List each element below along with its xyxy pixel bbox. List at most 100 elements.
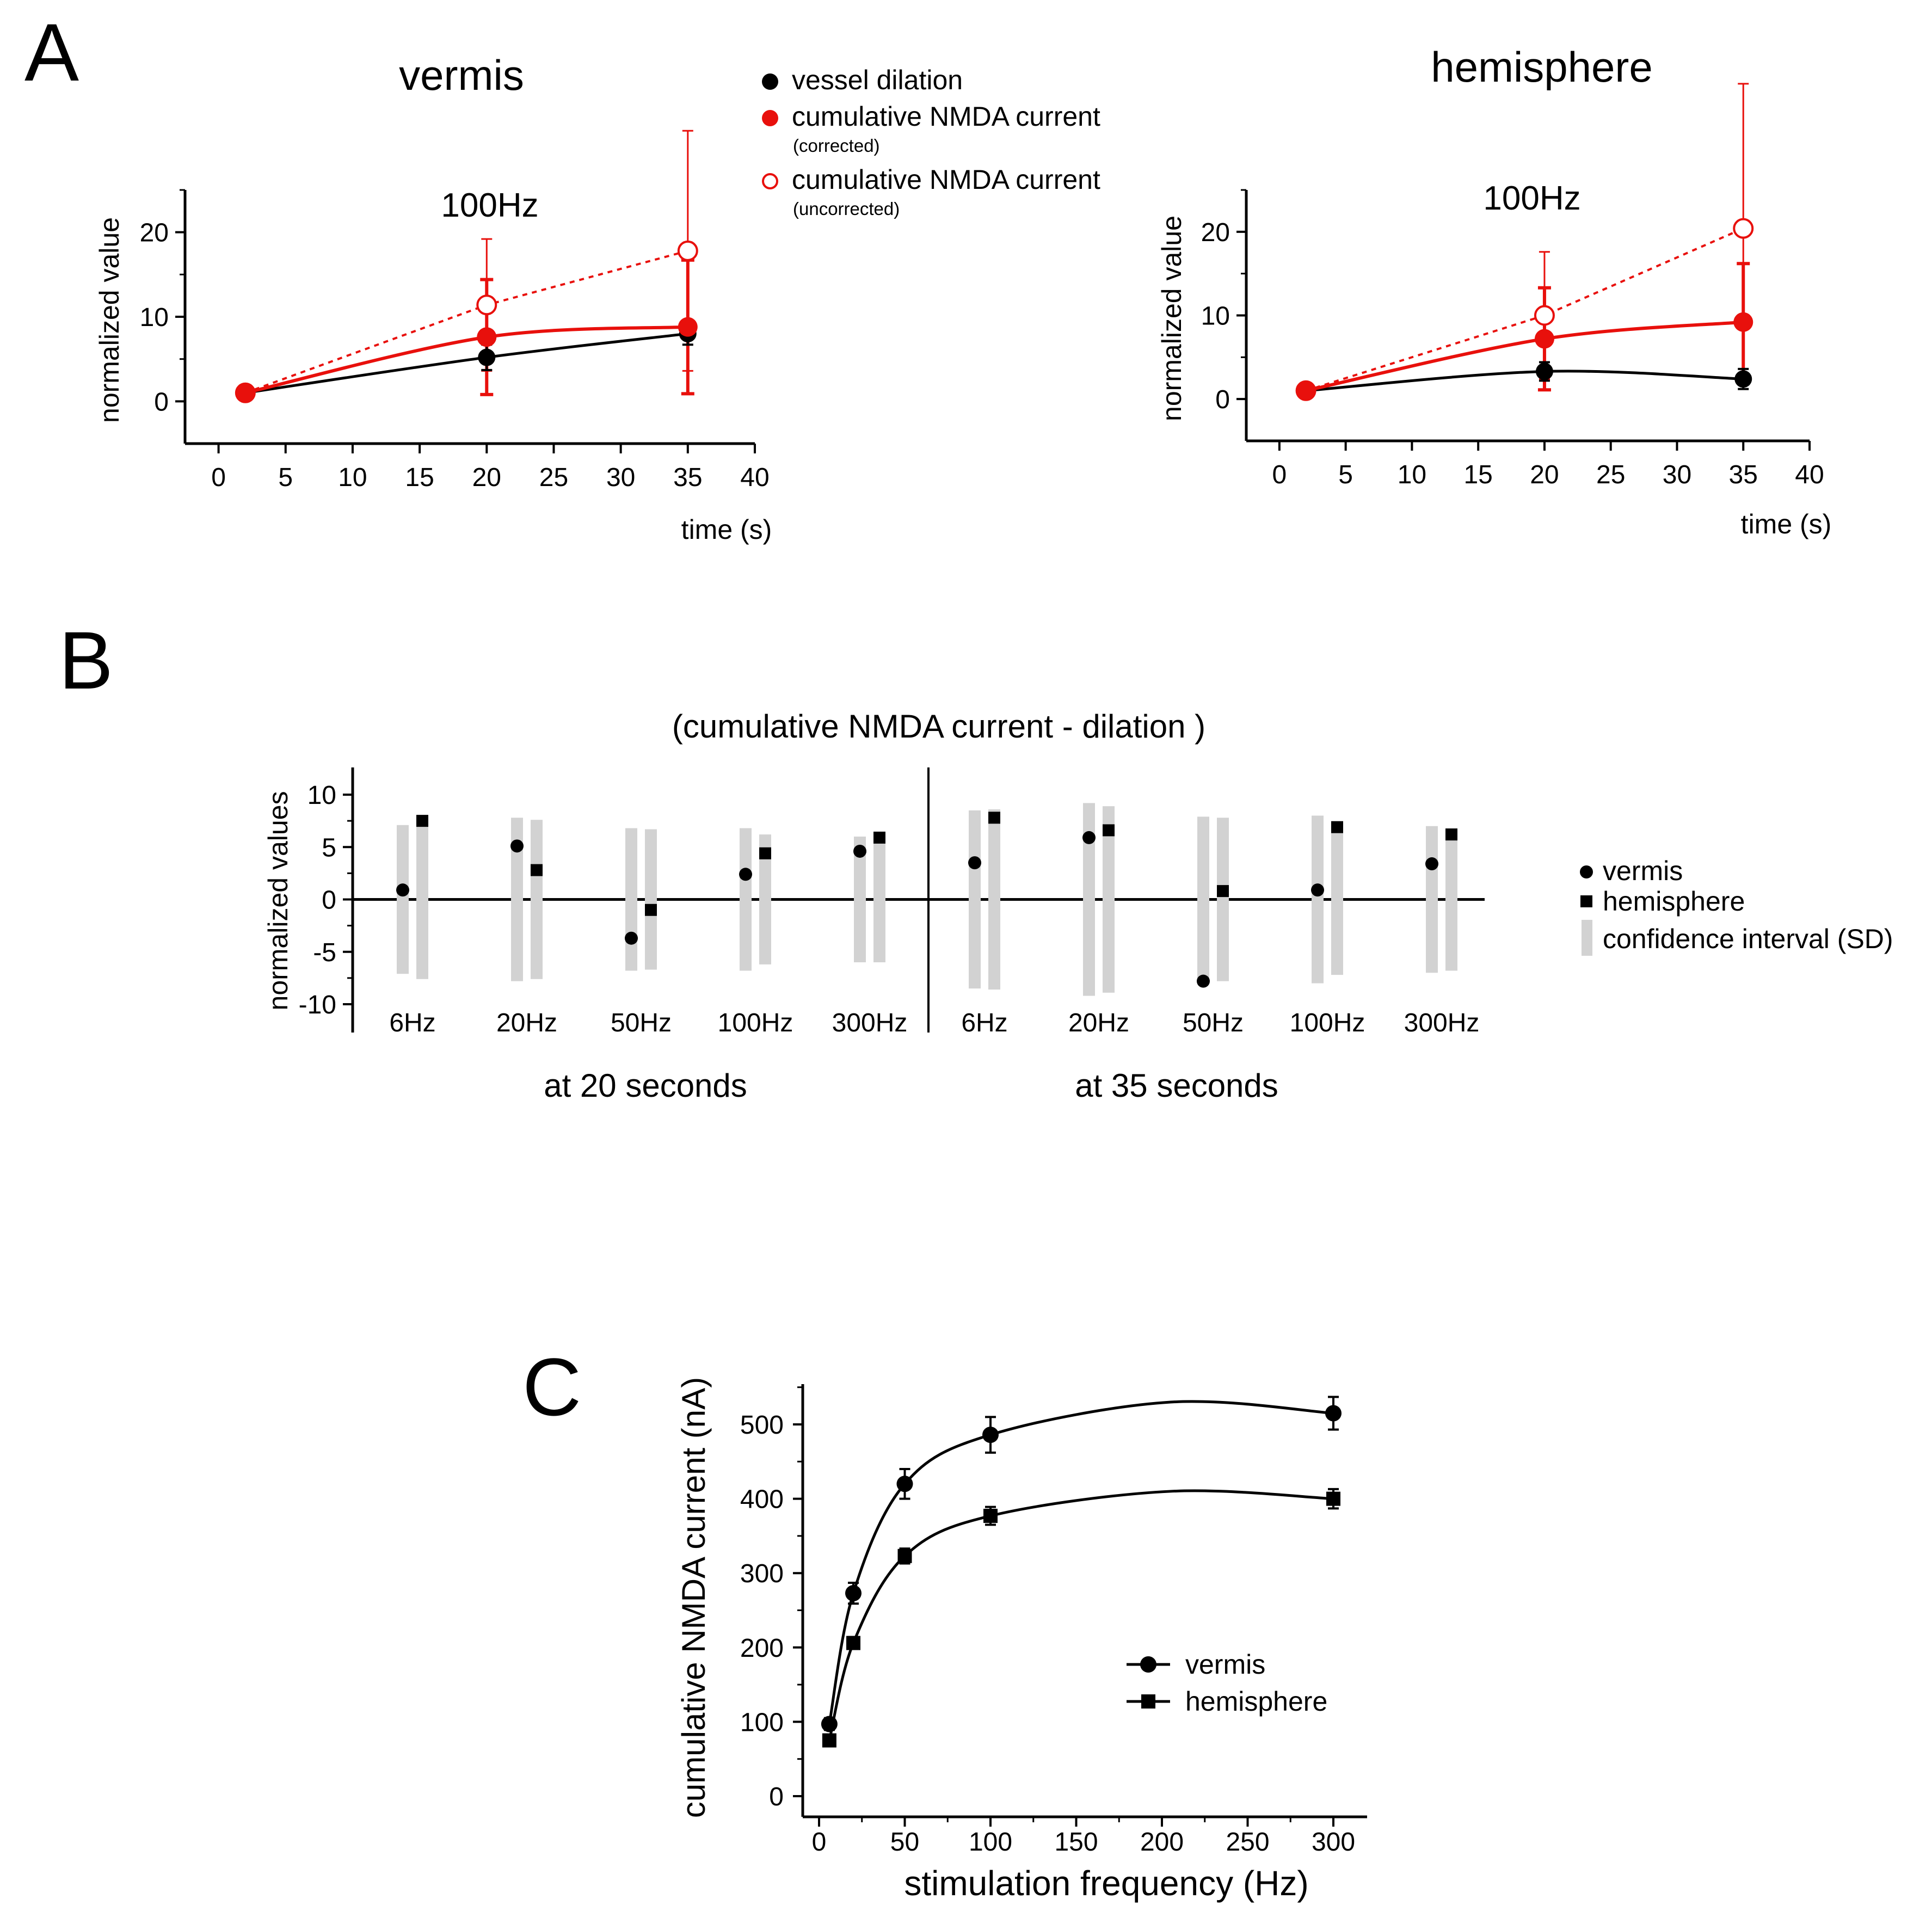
chart-title: hemisphere <box>1431 43 1653 91</box>
y-tick-label: 10 <box>140 303 169 332</box>
vermis-point <box>1082 831 1096 844</box>
hemisphere-ci-bar <box>988 809 1000 990</box>
legend-marker-vermis <box>1140 1656 1156 1673</box>
x-tick-label: 100 <box>969 1828 1012 1857</box>
vermis-point <box>853 844 866 858</box>
hemisphere-ci-bar <box>645 829 657 970</box>
corrected-series-line <box>1305 320 1744 392</box>
x-tick-label: 5 <box>278 463 293 492</box>
vermis-ci-bar <box>740 828 752 971</box>
category-label: 300Hz <box>1404 1009 1480 1037</box>
panel-b-chart: (cumulative NMDA current - dilation ) no… <box>263 708 1485 1104</box>
uncorrected-point <box>1534 305 1555 326</box>
vermis-ci-bar <box>1197 816 1209 982</box>
x-tick-label: 20 <box>472 463 501 492</box>
x-tick-label: 25 <box>1596 460 1625 489</box>
vermis-point <box>1197 974 1210 988</box>
vermis-point <box>1425 857 1438 871</box>
corrected-point <box>477 327 497 347</box>
hemisphere-point <box>1217 885 1229 898</box>
category-label: 100Hz <box>1290 1009 1365 1037</box>
category-label: 20Hz <box>496 1009 557 1037</box>
group-label-20s: at 20 seconds <box>544 1067 747 1104</box>
category-label: 300Hz <box>832 1009 908 1037</box>
vermis-ci-bar <box>969 810 981 989</box>
hemisphere-ci-bar <box>531 820 543 979</box>
hemisphere-point <box>416 815 428 827</box>
x-tick-label: 30 <box>1663 460 1691 489</box>
y-tick-label: 0 <box>154 388 169 416</box>
legend-marker-ci <box>1582 920 1592 956</box>
hemisphere-point <box>759 847 771 859</box>
uncorrected-series-line <box>245 249 688 394</box>
panel-letter-a: A <box>24 7 79 98</box>
legend-marker-uncorrected <box>762 173 778 189</box>
hemisphere-point <box>822 1733 836 1748</box>
legend-label-hemisphere: hemisphere <box>1603 886 1745 917</box>
legend-label-hemisphere: hemisphere <box>1185 1686 1327 1717</box>
y-tick-label: -10 <box>299 991 336 1019</box>
hemisphere-point <box>988 812 1000 824</box>
legend-label-dilation: vessel dilation <box>792 65 963 95</box>
legend-label-corrected: cumulative NMDA current <box>792 101 1100 132</box>
legend-panel-a: vessel dilation cumulative NMDA current … <box>762 65 1100 219</box>
uncorrected-point <box>677 240 698 261</box>
x-tick-label: 5 <box>1338 460 1353 489</box>
hemisphere-point <box>983 1509 998 1523</box>
hemisphere-point <box>1103 824 1115 837</box>
vermis-point <box>510 839 524 853</box>
hemisphere-ci-bar <box>873 837 885 962</box>
category-label: 6Hz <box>389 1009 435 1037</box>
x-tick-label: 0 <box>1272 460 1287 489</box>
y-tick-label: 400 <box>740 1485 784 1514</box>
vermis-ci-bar <box>1083 803 1095 996</box>
y-tick-label: 0 <box>1215 385 1230 414</box>
x-tick-label: 10 <box>338 463 367 492</box>
corrected-point <box>1733 312 1753 332</box>
y-axis-label: normalized values <box>263 791 293 1011</box>
x-tick-label: 15 <box>1463 460 1492 489</box>
chart-title: vermis <box>399 51 524 99</box>
x-tick-label: 0 <box>211 463 226 492</box>
hemisphere-ci-bar <box>1217 818 1229 981</box>
vermis-point <box>896 1476 913 1492</box>
legend-label-vermis: vermis <box>1185 1649 1265 1680</box>
hemisphere-ci-bar <box>416 820 428 979</box>
uncorrected-point <box>1733 218 1754 239</box>
corrected-point <box>1534 329 1554 349</box>
vermis-point <box>845 1585 862 1602</box>
y-tick-label: 20 <box>140 219 169 248</box>
panel-a-hemisphere-chart: hemisphere 100Hz normalized value time (… <box>1156 43 1831 539</box>
legend-panel-b: vermis hemisphere confidence interval (S… <box>1580 856 1893 956</box>
vermis-point <box>739 868 752 881</box>
x-tick-label: 40 <box>1795 460 1824 489</box>
x-tick-label: 0 <box>812 1828 827 1857</box>
category-label: 20Hz <box>1068 1009 1129 1037</box>
hemisphere-point <box>531 864 543 876</box>
vermis-ci-bar <box>1426 826 1438 973</box>
vermis-point <box>625 931 638 945</box>
y-tick-label: 10 <box>307 781 336 810</box>
x-tick-label: 250 <box>1226 1828 1269 1857</box>
hemisphere-point <box>1331 821 1343 833</box>
x-tick-label: 20 <box>1530 460 1559 489</box>
corrected-point <box>678 317 698 337</box>
x-tick-label: 40 <box>740 463 769 492</box>
vermis-point <box>982 1427 999 1443</box>
legend-marker-hemisphere <box>1141 1694 1155 1709</box>
hemisphere-ci-bar <box>759 834 771 964</box>
category-label: 50Hz <box>1183 1009 1244 1037</box>
x-tick-label: 50 <box>890 1828 919 1857</box>
x-tick-label: 300 <box>1312 1828 1355 1857</box>
legend-label-vermis: vermis <box>1603 856 1683 886</box>
hemisphere-point <box>846 1636 860 1650</box>
legend-label-uncorrected: cumulative NMDA current <box>792 164 1100 195</box>
y-axis-label: cumulative NMDA current (nA) <box>675 1377 712 1818</box>
y-tick-label: 100 <box>740 1708 784 1737</box>
hemisphere-point <box>897 1549 912 1563</box>
y-axis-label: normalized value <box>1156 216 1187 421</box>
hemisphere-point <box>1326 1491 1340 1506</box>
legend-marker-vermis <box>1580 865 1593 878</box>
vermis-ci-bar <box>625 828 637 971</box>
